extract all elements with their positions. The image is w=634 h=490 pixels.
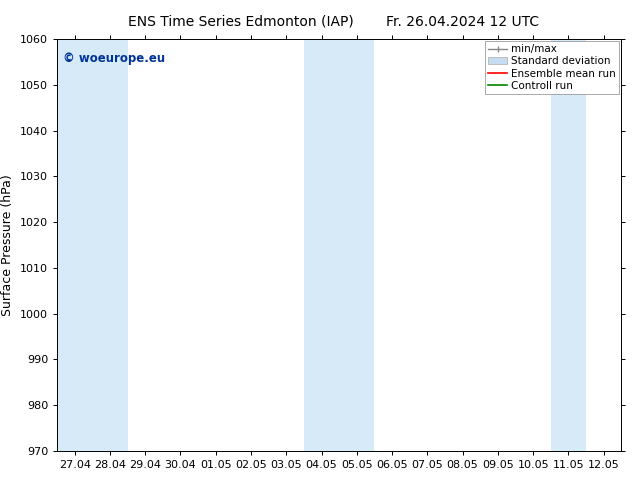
Text: ENS Time Series Edmonton (IAP): ENS Time Series Edmonton (IAP) xyxy=(128,15,354,29)
Text: Fr. 26.04.2024 12 UTC: Fr. 26.04.2024 12 UTC xyxy=(386,15,540,29)
Bar xyxy=(57,39,93,451)
Bar xyxy=(93,39,127,451)
Text: © woeurope.eu: © woeurope.eu xyxy=(63,51,165,65)
Bar xyxy=(339,39,375,451)
Bar xyxy=(551,39,586,451)
Bar xyxy=(304,39,339,451)
Y-axis label: Surface Pressure (hPa): Surface Pressure (hPa) xyxy=(1,174,15,316)
Legend: min/max, Standard deviation, Ensemble mean run, Controll run: min/max, Standard deviation, Ensemble me… xyxy=(485,41,619,94)
